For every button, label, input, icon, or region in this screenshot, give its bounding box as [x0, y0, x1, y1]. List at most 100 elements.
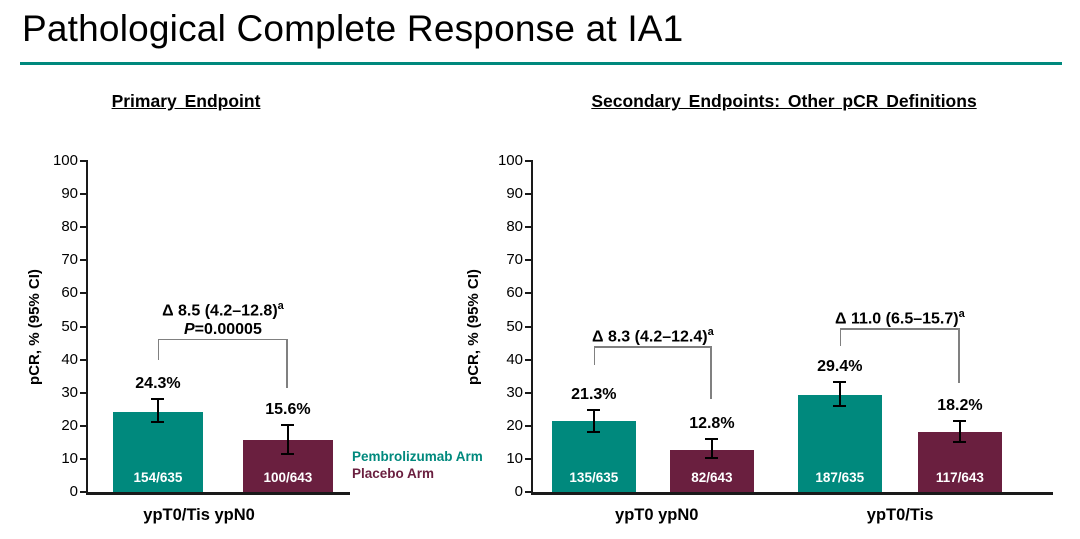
error-bar-cap-top: [833, 381, 847, 384]
error-bar-cap-bottom: [705, 456, 719, 459]
y-tick-mark: [525, 391, 533, 394]
y-tick-mark: [525, 325, 533, 328]
secondary-endpoints-chart: 0 10 20 30 40 50 60 70 80 90 100 pCR, % (95% CI) 135…: [465, 152, 1053, 524]
y-tick-label: 80: [61, 218, 78, 236]
error-bar: [592, 409, 595, 433]
y-tick-label: 10: [506, 449, 523, 467]
primary-endpoint-chart: 0 10 20 30 40 50 60 70 80 90 100 pCR, % (95% CI) 154…: [26, 152, 350, 524]
error-bar-cap-bottom: [587, 431, 601, 434]
x-category-label: ypT0/Tis: [866, 506, 934, 524]
delta-annotation: Δ 8.3 (4.2–12.4)a: [592, 326, 714, 346]
y-tick-label: 70: [61, 251, 78, 269]
value-label: 24.3%: [135, 375, 181, 393]
y-tick-mark: [525, 457, 533, 460]
y-tick-label: 40: [506, 350, 523, 368]
y-tick-mark: [80, 193, 88, 196]
y-tick-label: 100: [52, 152, 78, 169]
y-tick-mark: [525, 193, 533, 196]
y-tick-mark: [80, 325, 88, 328]
legend-pembrolizumab-arm: Pembrolizumab Arm: [352, 449, 483, 464]
x-axis-line: [86, 492, 350, 495]
error-bar-cap-top: [953, 419, 967, 422]
primary-endpoint-heading: Primary Endpoint: [111, 91, 261, 111]
legend-placebo-arm: Placebo Arm: [352, 466, 435, 481]
y-tick-mark: [525, 424, 533, 427]
y-tick-label: 50: [61, 317, 78, 335]
y-tick-mark: [525, 292, 533, 295]
y-tick-mark: [525, 259, 533, 262]
y-axis-title: pCR, % (95% CI): [26, 268, 43, 385]
y-tick-label: 30: [506, 383, 523, 401]
y-tick-mark: [80, 292, 88, 295]
n-label: 100/643: [263, 470, 313, 485]
y-tick-mark: [525, 491, 533, 493]
error-bar-cap-bottom: [151, 421, 165, 424]
comparison-bracket: [958, 328, 960, 383]
error-bar-cap-bottom: [281, 452, 295, 455]
y-tick-label: 30: [61, 383, 78, 401]
error-bar-cap-top: [587, 408, 601, 411]
comparison-bracket: [593, 346, 712, 348]
y-tick-mark: [80, 457, 88, 460]
y-tick-label: 80: [506, 218, 523, 236]
slide-title: Pathological Complete Response at IA1: [22, 8, 684, 49]
value-label: 15.6%: [265, 400, 311, 418]
y-tick-label: 70: [506, 251, 523, 269]
annotation: Δ 11.0 (6.5–15.7)a: [750, 305, 1050, 328]
comparison-bracket: [839, 328, 842, 347]
annotation: Δ 8.5 (4.2–12.8)a P=0.00005: [73, 297, 373, 339]
y-tick-label: 20: [506, 416, 523, 434]
comparison-bracket: [157, 338, 160, 360]
n-label: 135/635: [569, 470, 619, 485]
p-value: P=0.00005: [184, 321, 262, 339]
error-bar-cap-bottom: [953, 440, 967, 443]
y-tick-label: 60: [61, 284, 78, 302]
error-bar-cap-top: [705, 438, 719, 441]
error-bar: [286, 424, 289, 454]
y-tick-mark: [525, 358, 533, 361]
error-bar-cap-top: [151, 398, 165, 401]
n-label: 117/643: [935, 470, 984, 485]
secondary-endpoints-heading: Secondary Endpoints: Other pCR Definitio…: [591, 91, 977, 111]
comparison-bracket: [839, 328, 960, 330]
y-axis-line: [531, 161, 533, 495]
y-tick-label: 60: [506, 284, 523, 302]
y-tick-label: 90: [61, 185, 78, 203]
x-category-label: ypT0 ypN0: [615, 506, 699, 524]
delta-annotation: Δ 11.0 (6.5–15.7)a: [835, 308, 965, 328]
comparison-bracket: [286, 338, 288, 389]
comparison-bracket: [593, 346, 596, 365]
y-tick-mark: [525, 160, 533, 162]
y-tick-mark: [80, 491, 88, 493]
y-tick-mark: [80, 259, 88, 262]
comparison-bracket: [710, 346, 712, 400]
y-tick-mark: [80, 391, 88, 394]
bar-pembrolizumab-0: [112, 411, 203, 492]
value-label: 29.4%: [817, 358, 863, 376]
delta-annotation: Δ 8.5 (4.2–12.8)a: [162, 299, 284, 320]
y-tick-label: 40: [61, 350, 78, 368]
comparison-bracket: [157, 338, 288, 341]
y-tick-label: 0: [514, 483, 523, 500]
y-tick-label: 0: [69, 483, 78, 500]
error-bar: [710, 439, 713, 458]
error-bar: [838, 382, 841, 407]
value-label: 12.8%: [689, 415, 735, 433]
n-label: 154/635: [133, 470, 183, 485]
y-tick-label: 20: [61, 416, 78, 434]
x-category-label: ypT0/Tis ypN0: [143, 506, 255, 524]
error-bar-cap-top: [281, 423, 295, 426]
y-tick-mark: [80, 226, 88, 229]
y-tick-mark: [525, 226, 533, 229]
y-axis-title: pCR, % (95% CI): [465, 268, 482, 385]
y-tick-label: 50: [506, 317, 523, 335]
title-divider: [20, 62, 1062, 65]
n-label: 187/635: [815, 470, 865, 485]
bar-pembrolizumab-1: [797, 394, 882, 492]
legend: Pembrolizumab Arm Placebo Arm: [352, 448, 483, 482]
value-label: 21.3%: [571, 385, 617, 403]
y-tick-mark: [80, 160, 88, 162]
y-tick-mark: [80, 358, 88, 361]
y-axis-line: [86, 161, 88, 495]
